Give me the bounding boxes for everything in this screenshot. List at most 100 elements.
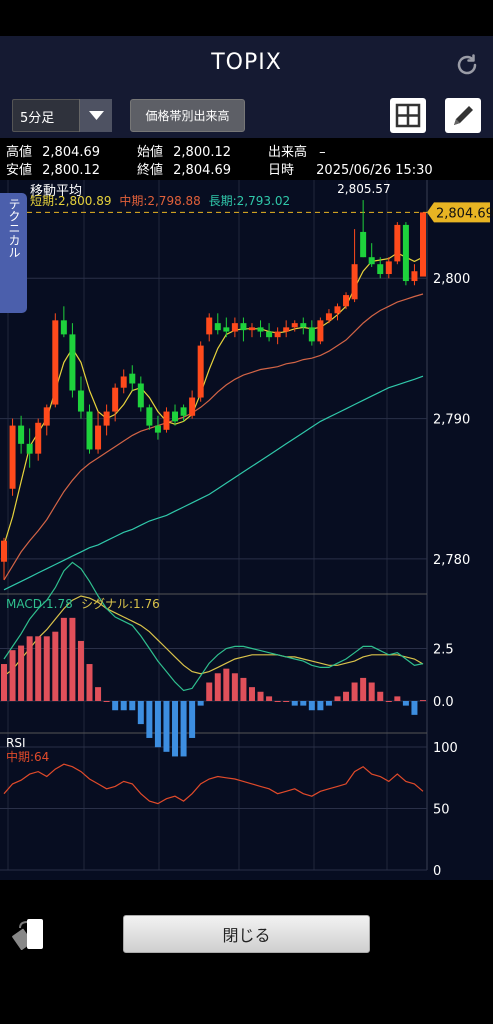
candle-body [317,320,324,342]
candle-body [214,323,221,331]
refresh-icon[interactable] [454,52,480,78]
candle-body [9,425,16,489]
macd-histogram-bar [325,701,332,706]
candle-body [52,320,59,405]
macd-histogram-bar [86,664,93,701]
technical-side-tab[interactable] [0,193,27,313]
candle-body [343,295,350,307]
short-ma-line [3,252,424,546]
open-value: 2,800.12 [173,145,232,160]
volume-label: 出来高 [268,145,308,160]
macd-histogram-bar [300,701,307,706]
macd-histogram-bar [112,701,119,711]
pen-icon [454,106,473,125]
candle-body [60,320,67,335]
datetime-label: 日時 [268,163,295,178]
price-chart[interactable]: 2,800 2,790 2,780 2,804.69 2,805.57 MACD:1.78… [0,180,493,880]
rsi-title: RSI [6,736,26,750]
macd-histogram-bar [402,701,409,706]
page-title: TOPIX [211,50,282,75]
macd-histogram-bar [214,673,221,701]
candle-body [240,323,247,331]
candle-body [334,306,341,314]
title-bar [0,36,493,94]
candle-body [257,327,264,332]
macd-histogram-bar [1,664,7,701]
macd-line [3,561,424,692]
candle-body [163,411,170,430]
macd-histogram-bar [385,701,392,702]
price-tick-label: 2,800 [433,272,470,287]
candle-body [420,212,426,277]
volume-profile-button[interactable]: 価格帯別出来高 [130,99,245,132]
macd-histogram-bar [18,645,25,701]
candle-body [180,407,187,416]
macd-histogram-bar [77,640,84,701]
macd-histogram-bar [206,682,213,701]
technical-tab-label: テクニカル [7,198,21,258]
macd-histogram-bar [411,701,418,715]
rsi-mid-label: 中期:64 [6,749,49,764]
chevron-down-icon [89,111,104,120]
macd-histogram-bar [163,701,170,752]
low-label: 安値 [6,163,33,178]
candle-body [308,327,315,342]
time-tick-label: 10:00 [64,879,104,880]
candle-body [385,261,392,275]
macd-histogram-bar [129,701,136,711]
mid-ma-line [3,293,424,581]
price-info-panel [0,138,493,180]
candle-body [274,331,281,338]
candle-body [351,264,358,300]
candle-body [1,540,7,562]
candle-body [26,443,33,454]
high-value: 2,804.69 [42,145,101,160]
macd-histogram-bar [360,677,367,701]
macd-histogram-bar [52,631,59,701]
macd-label: MACD:1.78 [6,597,73,611]
macd-histogram-bar [197,701,204,706]
draw-tool-button[interactable] [445,98,481,133]
candle-body [103,411,110,426]
macd-histogram-bar [231,673,238,701]
rsi-tick-label: 50 [433,803,450,818]
candle-body [377,264,384,275]
macd-histogram-bar [146,701,153,738]
macd-histogram-bar [343,691,350,701]
long-ma-label: 長期:2,793.02 [208,194,291,208]
macd-histogram-bar [283,701,290,702]
candle-body [248,327,255,331]
macd-histogram-bar [317,701,324,711]
rotate-screen-icon[interactable] [10,916,46,952]
close-button[interactable]: 閉じる [123,915,370,953]
rsi-tick-label: 100 [433,741,458,756]
macd-histogram-bar [351,682,358,701]
time-tick-label: 09:00 [0,879,28,880]
close-value: 2,804.69 [173,163,232,178]
chart-area[interactable] [0,180,493,880]
candle-body [266,331,273,338]
macd-histogram-bar [420,700,426,702]
layout-grid-button[interactable] [390,98,426,133]
current-price-label: 2,804.69 [436,206,493,221]
interval-select-toggle[interactable] [79,99,112,132]
macd-histogram-bar [377,691,384,701]
candle-body [77,390,84,412]
macd-histogram-bar [248,687,255,701]
macd-histogram-bar [180,701,187,757]
candle-body [411,271,418,282]
candle-body [360,231,367,258]
candle-body [35,422,42,454]
time-tick-label: 11:00 [139,879,179,880]
macd-histogram-bar [334,696,341,701]
candle-body [394,224,401,262]
macd-histogram-bar [43,636,50,701]
macd-histogram-bar [154,701,161,748]
grid-icon [395,103,421,128]
rsi-line [3,763,424,805]
high-label: 高値 [6,145,33,160]
macd-histogram-bar [172,701,179,757]
rsi-tick-label: 0 [433,864,441,879]
macd-histogram-bar [189,701,196,738]
candle-body [129,373,136,384]
